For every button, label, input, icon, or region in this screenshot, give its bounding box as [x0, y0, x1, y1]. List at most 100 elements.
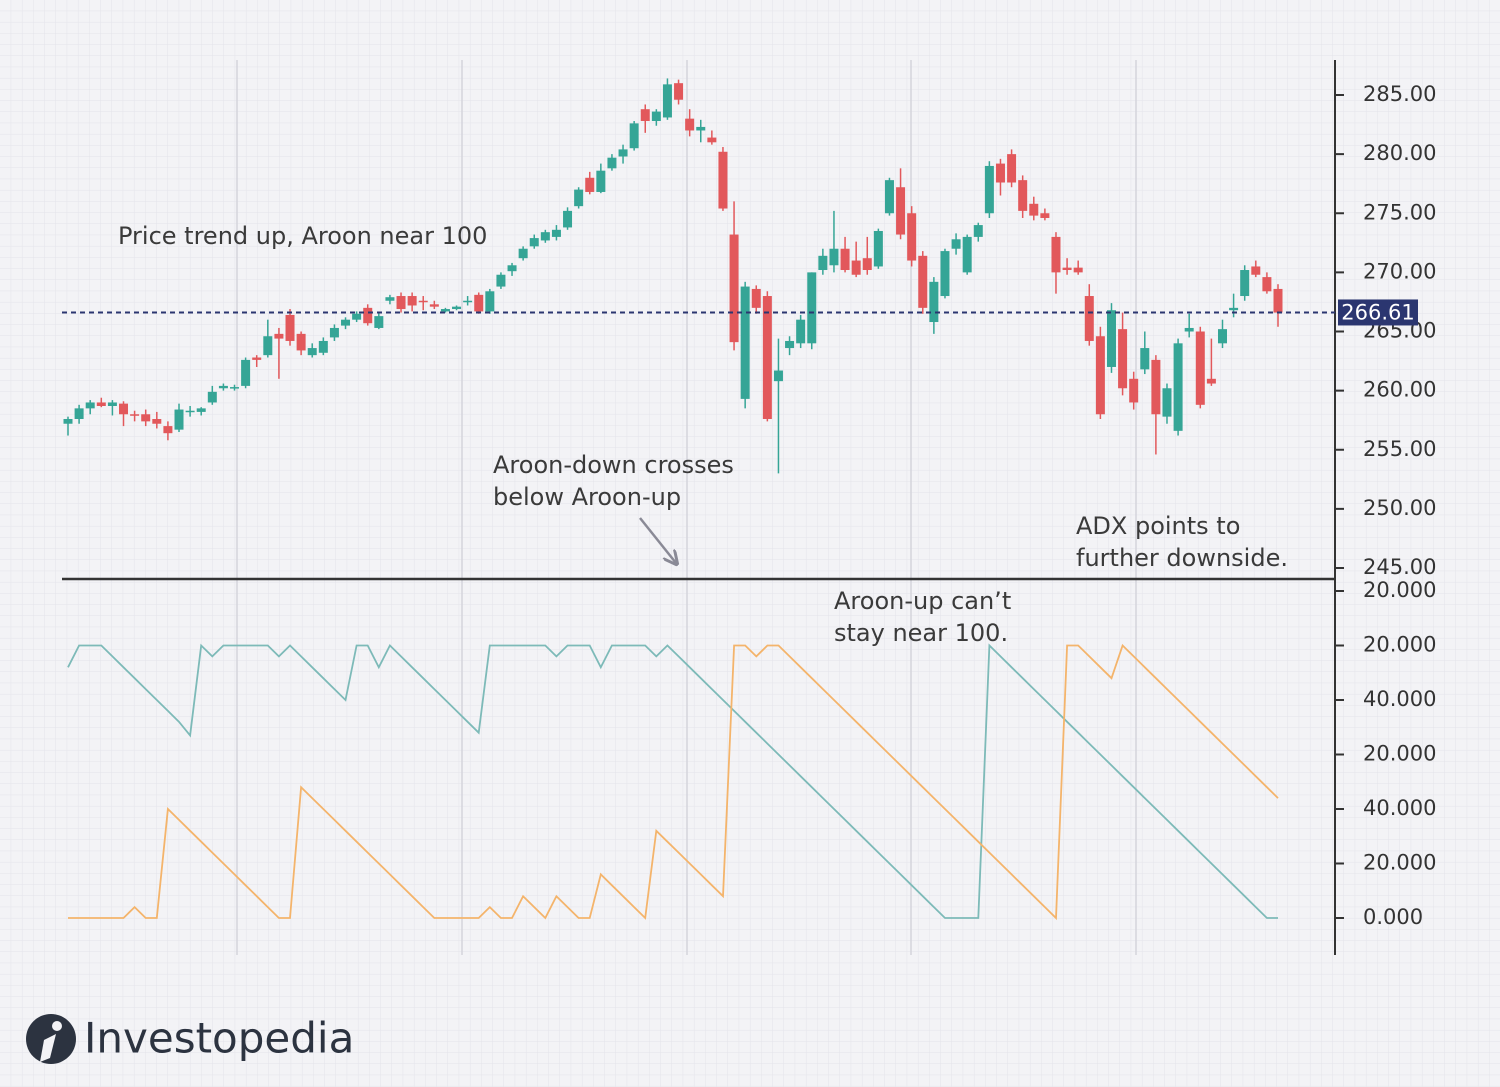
candle-body [1040, 213, 1050, 218]
candle-body [1029, 203, 1039, 216]
candle-body [729, 234, 739, 343]
candle-body [141, 414, 151, 422]
candle-body [518, 248, 528, 259]
candle-body [1018, 180, 1028, 211]
candle-body [363, 307, 373, 324]
candle-body [884, 180, 894, 214]
candle-body [1062, 267, 1072, 271]
candle-body [507, 265, 517, 272]
candle-body [796, 319, 806, 344]
y-tick-label: 260.00 [1363, 378, 1436, 402]
candle-body [1251, 266, 1261, 275]
candle-body [929, 281, 939, 323]
candle-body [829, 248, 839, 266]
candle-body [1229, 307, 1239, 311]
annotation: ADX points to [1076, 512, 1240, 540]
candle-body [873, 230, 883, 267]
candle-body [396, 296, 406, 310]
candle-body [218, 385, 228, 389]
candle-body [285, 314, 295, 341]
y-tick-label: 20.000 [1363, 851, 1436, 875]
candle-body [807, 272, 817, 344]
y-tick-label: 255.00 [1363, 437, 1436, 461]
candle-body [1095, 336, 1105, 415]
candle-body [1173, 343, 1183, 431]
candle-body [696, 126, 706, 131]
candle-body [152, 419, 162, 424]
candle-body [984, 165, 994, 214]
annotation: Aroon-down crosses [493, 451, 734, 479]
candle-body [385, 297, 395, 301]
candle-body [662, 84, 672, 118]
candle-body [163, 426, 173, 434]
candle-body [307, 348, 317, 356]
candle-body [896, 187, 906, 235]
annotation: below Aroon-up [493, 483, 681, 511]
candle-body [496, 274, 506, 287]
candle-body [1129, 378, 1139, 403]
y-tick-label: 20.000 [1363, 578, 1436, 602]
last-price-tag [1338, 299, 1418, 326]
annotation: Price trend up, Aroon near 100 [118, 222, 487, 250]
candle-body [485, 291, 495, 312]
candle-body [840, 248, 850, 271]
candle-body [63, 419, 73, 424]
candle-body [296, 333, 306, 351]
candle-body [629, 123, 639, 149]
candle-body [263, 336, 273, 356]
candle-body [740, 286, 750, 399]
y-tick-label: 280.00 [1363, 141, 1436, 165]
candle-body [85, 402, 95, 409]
y-tick-label: 0.000 [1363, 905, 1423, 929]
candle-body [962, 236, 972, 273]
candle-body [107, 402, 117, 406]
candle-body [374, 316, 384, 328]
candle-body [574, 189, 584, 207]
candle-body [130, 414, 140, 416]
candle-body [651, 111, 661, 122]
y-tick-label: 20.000 [1363, 633, 1436, 657]
candle-body [596, 170, 606, 192]
candle-body [607, 157, 617, 169]
candle-body [1195, 331, 1205, 405]
candle-body [618, 149, 628, 157]
candle-body [196, 408, 206, 412]
candle-body [951, 239, 961, 249]
aroon-line [68, 643, 1279, 921]
logo: Investopedia [26, 1014, 354, 1064]
candle-body [1151, 359, 1161, 415]
y-tick-label: 245.00 [1363, 555, 1436, 579]
candle-body [119, 403, 129, 415]
candle-body [96, 402, 106, 406]
candle-body [529, 238, 539, 247]
candle-body [640, 109, 650, 122]
candle-body [341, 319, 351, 326]
candle-body [785, 340, 795, 349]
candle-body [1262, 277, 1272, 292]
candle-body [1184, 327, 1194, 332]
candle-body [185, 410, 195, 413]
candle-body [585, 177, 595, 192]
candle-body [1240, 270, 1250, 297]
annotation: stay near 100. [834, 619, 1008, 647]
y-tick-label: 250.00 [1363, 496, 1436, 520]
candle-body [540, 232, 550, 241]
candle-body [973, 225, 983, 237]
annotation: further downside. [1076, 544, 1288, 572]
candle-body [1073, 267, 1083, 273]
candle-body [429, 304, 439, 307]
annotation: Aroon-up can’t [834, 587, 1011, 615]
candle-body [1084, 296, 1094, 341]
candle-body [352, 313, 362, 320]
candle-body [452, 306, 462, 310]
candle-body [751, 288, 761, 308]
candle-body [1273, 288, 1283, 313]
candle-body [940, 251, 950, 297]
candle-body [241, 359, 251, 386]
candle-body [818, 255, 828, 271]
aroon-line [67, 643, 1278, 919]
plot-area: 245.00250.00255.00260.00265.00270.00275.… [62, 78, 1436, 929]
candle-body [274, 333, 284, 339]
